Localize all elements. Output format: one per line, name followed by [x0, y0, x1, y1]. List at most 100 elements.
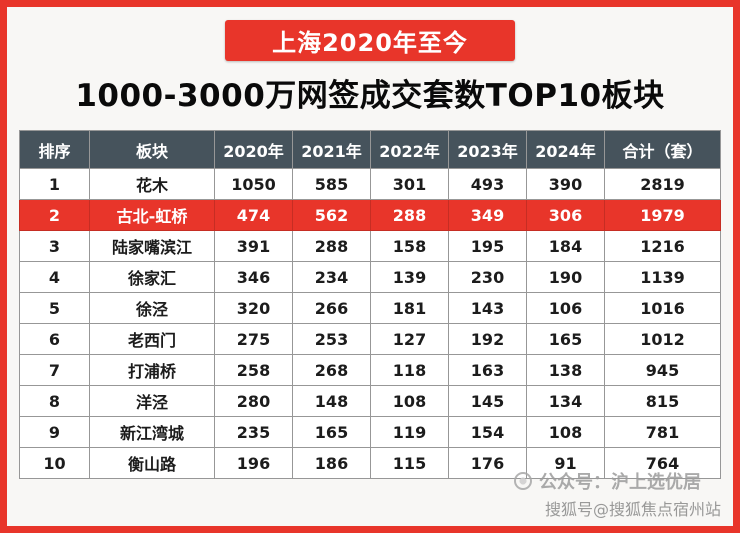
col-header-2021: 2021年: [292, 130, 371, 169]
col-header-2022: 2022年: [370, 130, 449, 169]
cell-district: 洋泾: [89, 385, 215, 417]
table-row: 9 新江湾城 235 165 119 154 108 781: [19, 416, 721, 448]
cell-value: 118: [370, 354, 449, 386]
cell-district: 新江湾城: [89, 416, 215, 448]
cell-value: 562: [292, 199, 371, 231]
cell-value: 145: [448, 385, 527, 417]
cell-value: 306: [526, 199, 605, 231]
cell-rank: 4: [19, 261, 90, 293]
cell-value: 288: [370, 199, 449, 231]
cell-district: 老西门: [89, 323, 215, 355]
table-row: 8 洋泾 280 148 108 145 134 815: [19, 385, 721, 417]
cell-total: 764: [604, 447, 721, 479]
cell-value: 176: [448, 447, 527, 479]
cell-total: 1139: [604, 261, 721, 293]
cell-district: 衡山路: [89, 447, 215, 479]
cell-value: 134: [526, 385, 605, 417]
col-header-2020: 2020年: [214, 130, 293, 169]
cell-value: 196: [214, 447, 293, 479]
cell-rank: 5: [19, 292, 90, 324]
cell-value: 280: [214, 385, 293, 417]
cell-district: 陆家嘴滨江: [89, 230, 215, 262]
cell-rank: 6: [19, 323, 90, 355]
table-row: 7 打浦桥 258 268 118 163 138 945: [19, 354, 721, 386]
col-header-2023: 2023年: [448, 130, 527, 169]
table-row: 10 衡山路 196 186 115 176 91 764: [19, 447, 721, 479]
cell-value: 192: [448, 323, 527, 355]
cell-total: 815: [604, 385, 721, 417]
cell-total: 2819: [604, 168, 721, 200]
banner-label: 上海2020年至今: [272, 29, 468, 57]
cell-rank: 8: [19, 385, 90, 417]
cell-value: 1050: [214, 168, 293, 200]
cell-value: 288: [292, 230, 371, 262]
cell-value: 108: [526, 416, 605, 448]
col-header-district: 板块: [89, 130, 215, 169]
table-row-highlighted: 2 古北-虹桥 474 562 288 349 306 1979: [19, 199, 721, 231]
cell-value: 235: [214, 416, 293, 448]
cell-value: 349: [448, 199, 527, 231]
table-row: 1 花木 1050 585 301 493 390 2819: [19, 168, 721, 200]
cell-value: 186: [292, 447, 371, 479]
cell-total: 1016: [604, 292, 721, 324]
cell-district: 打浦桥: [89, 354, 215, 386]
cell-value: 108: [370, 385, 449, 417]
cell-value: 106: [526, 292, 605, 324]
cell-value: 139: [370, 261, 449, 293]
cell-value: 301: [370, 168, 449, 200]
table-row: 3 陆家嘴滨江 391 288 158 195 184 1216: [19, 230, 721, 262]
stats-table: 排序 板块 2020年 2021年 2022年 2023年 2024年 合计（套…: [19, 130, 721, 479]
cell-rank: 1: [19, 168, 90, 200]
cell-rank: 9: [19, 416, 90, 448]
cell-value: 143: [448, 292, 527, 324]
cell-value: 346: [214, 261, 293, 293]
col-header-rank: 排序: [19, 130, 90, 169]
cell-value: 165: [292, 416, 371, 448]
cell-value: 163: [448, 354, 527, 386]
page-title: 1000-3000万网签成交套数TOP10板块: [75, 78, 665, 114]
cell-total: 1979: [604, 199, 721, 231]
cell-value: 474: [214, 199, 293, 231]
table-row: 4 徐家汇 346 234 139 230 190 1139: [19, 261, 721, 293]
cell-value: 230: [448, 261, 527, 293]
cell-value: 585: [292, 168, 371, 200]
cell-value: 138: [526, 354, 605, 386]
cell-total: 945: [604, 354, 721, 386]
cell-value: 275: [214, 323, 293, 355]
cell-rank: 3: [19, 230, 90, 262]
cell-value: 119: [370, 416, 449, 448]
cell-rank: 2: [19, 199, 90, 231]
table-row: 5 徐泾 320 266 181 143 106 1016: [19, 292, 721, 324]
cell-total: 1216: [604, 230, 721, 262]
cell-value: 390: [526, 168, 605, 200]
cell-value: 320: [214, 292, 293, 324]
cell-value: 391: [214, 230, 293, 262]
cell-district: 花木: [89, 168, 215, 200]
cell-value: 493: [448, 168, 527, 200]
cell-value: 115: [370, 447, 449, 479]
cell-value: 181: [370, 292, 449, 324]
cell-value: 258: [214, 354, 293, 386]
cell-value: 268: [292, 354, 371, 386]
cell-value: 127: [370, 323, 449, 355]
col-header-total: 合计（套）: [604, 130, 721, 169]
cell-value: 190: [526, 261, 605, 293]
cell-value: 158: [370, 230, 449, 262]
col-header-2024: 2024年: [526, 130, 605, 169]
cell-value: 253: [292, 323, 371, 355]
cell-district: 古北-虹桥: [89, 199, 215, 231]
cell-rank: 10: [19, 447, 90, 479]
cell-total: 1012: [604, 323, 721, 355]
cell-value: 154: [448, 416, 527, 448]
cell-value: 234: [292, 261, 371, 293]
cell-value: 184: [526, 230, 605, 262]
cell-value: 91: [526, 447, 605, 479]
cell-value: 195: [448, 230, 527, 262]
cell-district: 徐家汇: [89, 261, 215, 293]
table-row: 6 老西门 275 253 127 192 165 1012: [19, 323, 721, 355]
cell-value: 266: [292, 292, 371, 324]
table-header-row: 排序 板块 2020年 2021年 2022年 2023年 2024年 合计（套…: [19, 130, 721, 169]
banner-ribbon: 上海2020年至今: [225, 20, 515, 61]
cell-value: 165: [526, 323, 605, 355]
